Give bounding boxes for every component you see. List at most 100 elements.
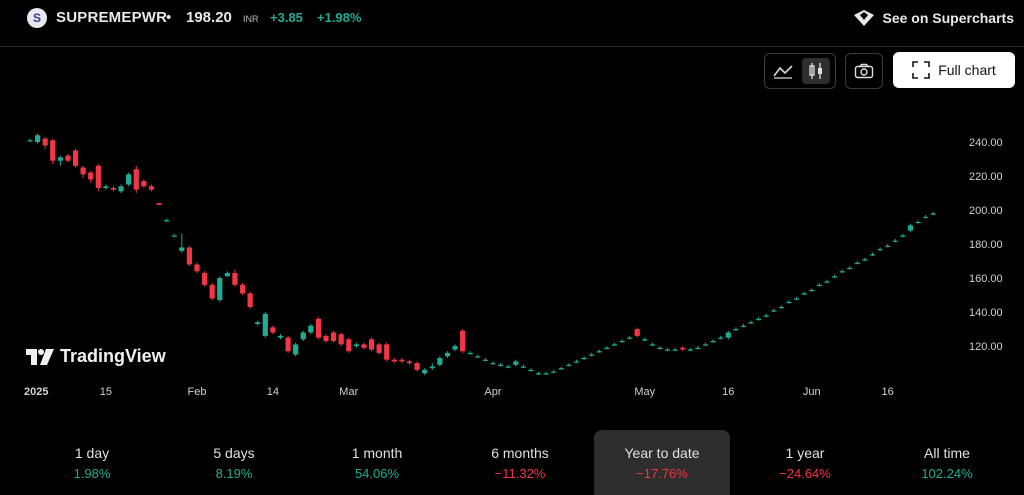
- candle-body: [475, 356, 481, 358]
- candle-body: [649, 344, 655, 346]
- fullscreen-icon: [912, 61, 931, 79]
- range-label: Year to date: [624, 445, 700, 461]
- candle-body: [133, 169, 139, 190]
- x-tick-label: 2025: [24, 386, 48, 398]
- candle-body: [186, 247, 192, 265]
- range-1-day[interactable]: 1 day 1.98%: [24, 430, 160, 495]
- candle-body: [156, 203, 162, 205]
- candle-body: [247, 293, 253, 307]
- camera-icon: [854, 63, 874, 79]
- candle-body: [490, 363, 496, 365]
- candle-body: [581, 357, 587, 360]
- candle-body: [50, 140, 56, 161]
- candle-body: [915, 221, 921, 224]
- candle-body: [930, 213, 936, 215]
- candle-body: [323, 335, 329, 341]
- candle-body: [869, 254, 876, 256]
- candle-body: [406, 361, 413, 364]
- candle-body: [847, 267, 853, 270]
- candle-body: [513, 361, 519, 365]
- candle-body: [429, 366, 435, 369]
- candle-body: [573, 361, 580, 363]
- candle-body: [907, 225, 914, 231]
- candle-body: [391, 359, 397, 362]
- candle-body: [331, 332, 337, 341]
- candle-body: [756, 318, 762, 321]
- y-tick-label: 220.00: [969, 171, 1003, 183]
- range-change-value: 102.24%: [921, 466, 973, 481]
- candle-body: [148, 186, 155, 190]
- candle-body: [596, 351, 602, 353]
- candle-body: [854, 262, 860, 264]
- range-5-days[interactable]: 5 days 8.19%: [166, 430, 302, 495]
- candle-body: [65, 155, 71, 161]
- tradingview-gem-icon: [853, 10, 874, 26]
- candle-body: [422, 369, 428, 374]
- candle-body: [285, 337, 291, 352]
- candle-body: [604, 347, 610, 349]
- candle-body: [733, 329, 739, 331]
- y-tick-label: 160.00: [969, 273, 1003, 285]
- tradingview-logo[interactable]: TradingView: [26, 346, 166, 367]
- candle-body: [831, 276, 838, 278]
- candle-body: [892, 240, 898, 242]
- range-all-time[interactable]: All time 102.24%: [879, 430, 1015, 495]
- full-chart-button[interactable]: Full chart: [893, 52, 1015, 88]
- x-tick-label: 15: [100, 386, 112, 398]
- candle-body: [900, 235, 906, 237]
- x-tick-label: 16: [722, 386, 734, 398]
- price-chart[interactable]: 240.00 220.00 200.00 180.00 160.00 140.00 120.…: [0, 100, 1024, 410]
- range-year-to-date[interactable]: Year to date −17.76%: [594, 430, 730, 495]
- range-1-month[interactable]: 1 month 54.06%: [309, 430, 445, 495]
- x-tick-label: May: [634, 386, 655, 398]
- candle-body: [748, 322, 754, 324]
- candlestick-icon: [809, 63, 822, 79]
- range-selector: 1 day 1.98% 5 days 8.19% 1 month 54.06% 6 mont…: [0, 430, 1024, 495]
- candle-body: [627, 337, 633, 339]
- candle-body: [80, 167, 86, 175]
- separator: •: [166, 9, 172, 26]
- candle-body: [589, 354, 595, 356]
- candle-body: [368, 339, 375, 350]
- tradingview-logo-icon: [26, 348, 54, 365]
- candle-body: [346, 339, 352, 352]
- candle-body: [224, 272, 230, 277]
- candle-body: [801, 293, 807, 295]
- y-tick-label: 240.00: [969, 137, 1003, 149]
- line-chart-icon: [773, 65, 793, 79]
- candle-body: [824, 281, 830, 283]
- tradingview-logo-text: TradingView: [60, 346, 166, 366]
- line-chart-button[interactable]: [769, 58, 797, 84]
- candle-body: [877, 249, 883, 251]
- candle-body: [611, 344, 618, 346]
- supercharts-label: See on Supercharts: [882, 10, 1015, 26]
- x-tick-label: Apr: [484, 386, 501, 398]
- range-6-months[interactable]: 6 months −11.32%: [452, 430, 588, 495]
- candle-body: [862, 259, 868, 261]
- candle-body: [680, 347, 686, 350]
- candle-body: [664, 349, 671, 351]
- candle-body: [353, 344, 359, 347]
- candle-body: [725, 332, 731, 338]
- x-tick-label: Mar: [339, 386, 358, 398]
- candle-body: [171, 235, 177, 237]
- candle-body: [300, 332, 306, 340]
- candle-body: [34, 135, 41, 143]
- range-1-year[interactable]: 1 year −24.64%: [737, 430, 873, 495]
- candle-body: [839, 271, 845, 273]
- candle-body: [923, 216, 929, 219]
- candle-body: [642, 339, 648, 341]
- snapshot-button[interactable]: [845, 53, 883, 89]
- symbol-logo-icon[interactable]: S: [27, 8, 47, 28]
- candlestick-button[interactable]: [802, 58, 830, 84]
- candle-body: [194, 264, 200, 272]
- range-change-value: 1.98%: [73, 466, 111, 481]
- range-label: 1 year: [785, 445, 825, 461]
- see-on-supercharts-link[interactable]: See on Supercharts: [853, 9, 1015, 27]
- candle-body: [399, 359, 405, 362]
- header-bar: S SUPREMEPWR • 198.20 INR +3.85 +1.98% S…: [0, 0, 1024, 47]
- currency-label: INR: [243, 14, 259, 24]
- price-change: +3.85: [270, 10, 303, 25]
- symbol-name[interactable]: SUPREMEPWR: [56, 9, 168, 26]
- candle-body: [505, 366, 511, 368]
